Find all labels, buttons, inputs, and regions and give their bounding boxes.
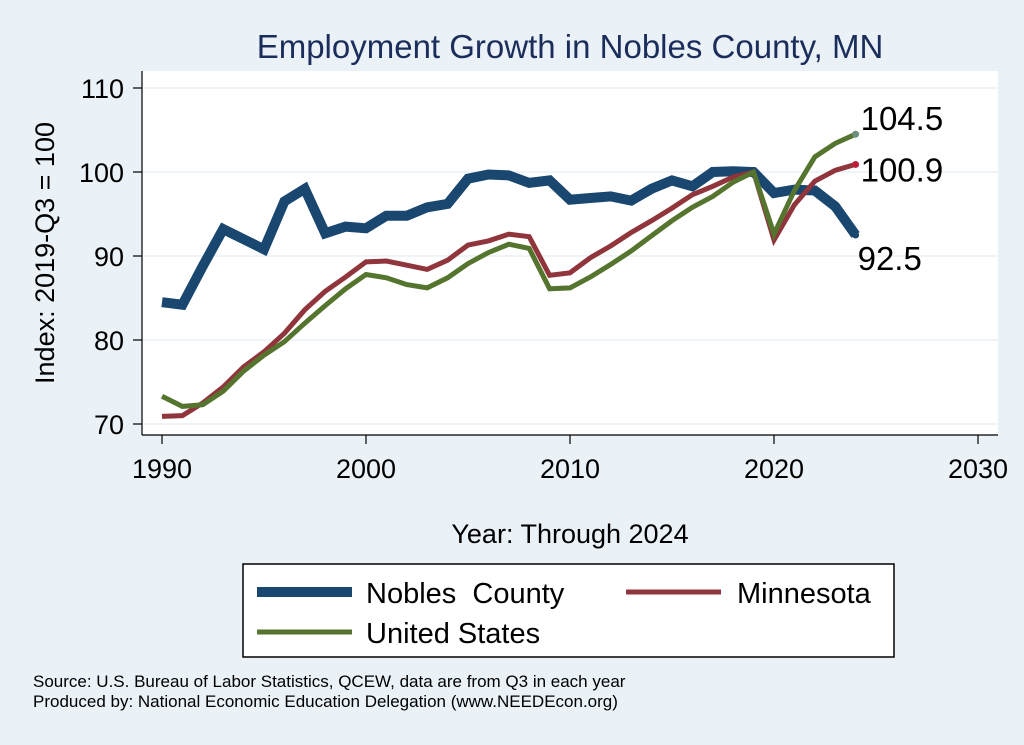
series-line-united-states [160,131,857,409]
chart-title: Employment Growth in Nobles County, MN [257,28,884,65]
x-tick-label: 2020 [744,454,804,484]
y-tick-label: 110 [81,74,124,104]
end-marker [852,160,860,168]
produced-by-note: Produced by: National Economic Education… [33,692,618,711]
end-marker [852,231,860,239]
legend: Nobles County Minnesota United States [242,563,895,658]
end-labels: 104.5 100.9 92.5 [852,100,943,277]
legend-label-united-states: United States [366,618,540,650]
x-tick-label: 2000 [336,454,396,484]
series-lines [160,131,860,419]
legend-box [242,563,895,658]
end-label: 100.9 [861,151,944,188]
y-tick-label: 100 [79,158,124,188]
end-label: 92.5 [858,240,922,277]
x-tick-label: 2030 [948,454,1008,484]
legend-label-nobles: Nobles County [366,578,565,610]
y-ticks: 70 80 90 100 110 [79,74,142,440]
series-line-nobles-county [161,166,860,311]
source-note: Source: U.S. Bureau of Labor Statistics,… [33,672,626,691]
series-line-minnesota [161,161,857,419]
y-tick-label: 70 [94,410,124,440]
end-marker [852,130,860,138]
x-axis-label: Year: Through 2024 [451,519,688,549]
legend-label-minnesota: Minnesota [737,578,872,610]
x-tick-label: 2010 [540,454,600,484]
end-label: 104.5 [861,100,944,137]
y-axis-label: Index: 2019-Q3 = 100 [30,122,60,384]
y-tick-label: 90 [94,242,124,272]
x-ticks: 1990 2000 2010 2020 2030 [132,435,1008,484]
x-tick-label: 1990 [132,454,192,484]
y-tick-label: 80 [94,326,124,356]
